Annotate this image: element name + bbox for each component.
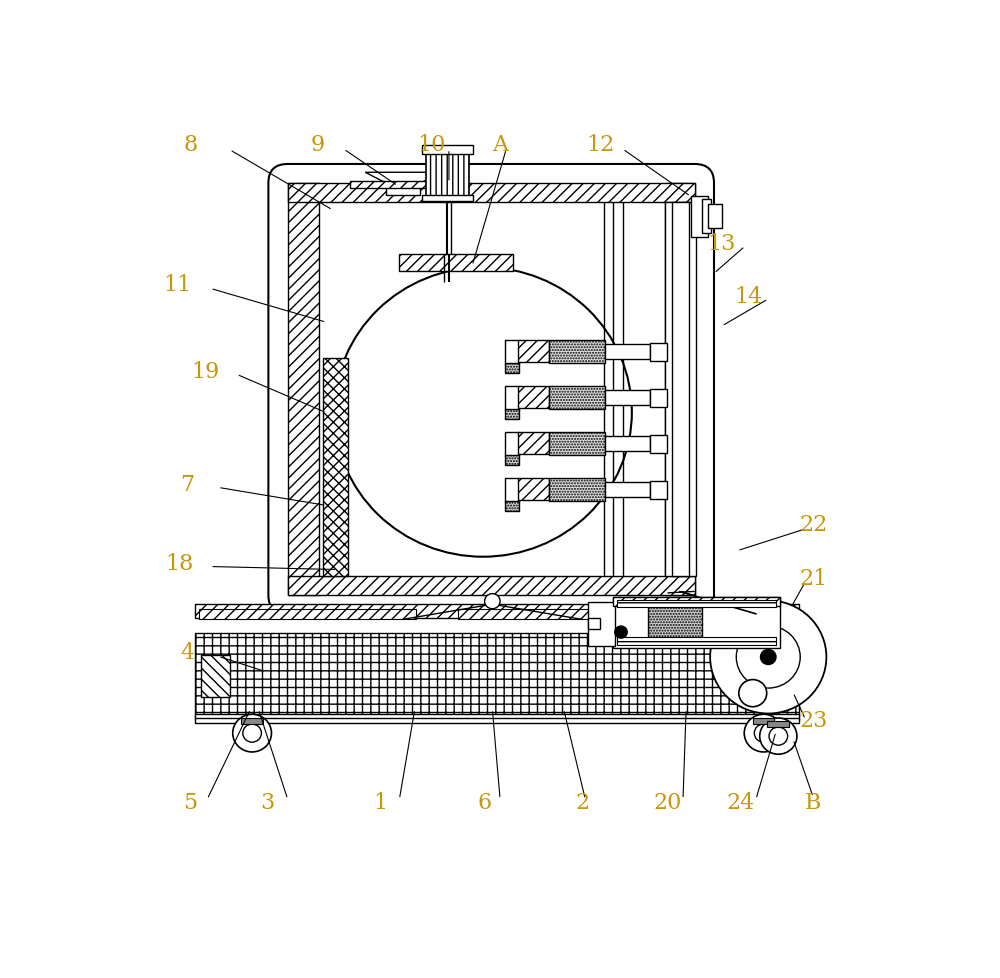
Bar <box>605 482 650 498</box>
Bar <box>288 184 319 596</box>
Circle shape <box>485 594 500 609</box>
Bar <box>195 714 799 720</box>
Text: 14: 14 <box>734 286 762 307</box>
Bar <box>549 433 605 456</box>
Bar <box>505 410 519 420</box>
Bar <box>605 391 650 406</box>
Bar <box>323 358 348 577</box>
Bar <box>518 479 549 501</box>
Text: 22: 22 <box>799 513 827 535</box>
Bar <box>199 609 416 620</box>
Text: 13: 13 <box>708 233 736 255</box>
Circle shape <box>736 626 800 689</box>
Bar <box>648 606 702 640</box>
Text: 21: 21 <box>799 567 827 589</box>
Bar <box>458 609 656 620</box>
Text: 4: 4 <box>180 641 194 663</box>
Text: 2: 2 <box>575 791 589 814</box>
Bar <box>650 389 667 407</box>
Bar <box>422 196 473 201</box>
Text: 8: 8 <box>184 133 198 156</box>
Bar <box>505 478 519 502</box>
Bar <box>518 433 549 455</box>
Text: A: A <box>492 133 508 156</box>
Circle shape <box>761 649 776 665</box>
Text: 11: 11 <box>164 274 192 295</box>
Bar <box>613 597 780 648</box>
Bar <box>650 481 667 499</box>
Text: 6: 6 <box>478 791 492 814</box>
Circle shape <box>334 268 632 557</box>
Bar <box>650 343 667 361</box>
Bar <box>505 502 519 511</box>
Bar <box>605 436 650 452</box>
FancyBboxPatch shape <box>268 165 714 614</box>
Bar <box>549 387 605 410</box>
Bar <box>549 479 605 502</box>
Bar <box>753 718 774 725</box>
Bar <box>195 604 799 618</box>
Text: 12: 12 <box>587 133 615 156</box>
Bar <box>195 633 799 716</box>
Bar <box>386 185 420 196</box>
Bar <box>426 156 469 198</box>
Circle shape <box>739 680 767 707</box>
Bar <box>505 364 519 374</box>
Text: B: B <box>805 791 821 814</box>
Bar <box>505 386 519 411</box>
Bar <box>617 600 776 607</box>
Bar <box>767 722 789 728</box>
Bar <box>650 435 667 453</box>
Bar <box>605 345 650 360</box>
Bar <box>505 456 519 466</box>
Text: 23: 23 <box>799 709 827 731</box>
Bar <box>288 184 695 202</box>
Circle shape <box>769 728 788 745</box>
Bar <box>505 340 519 365</box>
Polygon shape <box>365 173 441 185</box>
Circle shape <box>760 718 797 754</box>
Bar <box>350 181 450 189</box>
Text: 10: 10 <box>418 133 446 156</box>
Bar <box>588 602 615 646</box>
Bar <box>665 184 695 596</box>
Bar <box>708 204 722 229</box>
Bar <box>505 432 519 456</box>
Text: 24: 24 <box>726 791 754 814</box>
Text: 20: 20 <box>653 791 682 814</box>
Bar <box>201 656 230 697</box>
Bar <box>288 577 695 596</box>
Bar <box>518 387 549 409</box>
Text: 19: 19 <box>191 361 220 382</box>
Bar <box>691 197 708 238</box>
Bar <box>518 341 549 363</box>
Circle shape <box>243 725 261 742</box>
Text: 7: 7 <box>180 474 194 496</box>
Circle shape <box>615 627 627 639</box>
Circle shape <box>233 715 271 752</box>
Bar <box>399 255 513 272</box>
Bar <box>613 597 780 606</box>
Bar <box>665 202 696 577</box>
Circle shape <box>710 600 826 714</box>
Bar <box>702 200 711 234</box>
Bar <box>588 618 600 630</box>
Bar <box>422 146 473 156</box>
Text: 9: 9 <box>310 133 324 156</box>
Text: 1: 1 <box>374 791 388 814</box>
Bar <box>672 202 689 577</box>
Bar <box>549 341 605 364</box>
Text: 5: 5 <box>183 791 197 814</box>
Bar <box>241 718 263 725</box>
Circle shape <box>744 715 783 752</box>
Bar <box>195 718 799 724</box>
Text: 18: 18 <box>165 553 193 574</box>
Bar <box>757 656 786 697</box>
Circle shape <box>754 725 773 742</box>
Text: 3: 3 <box>260 791 275 814</box>
Bar <box>617 638 776 645</box>
